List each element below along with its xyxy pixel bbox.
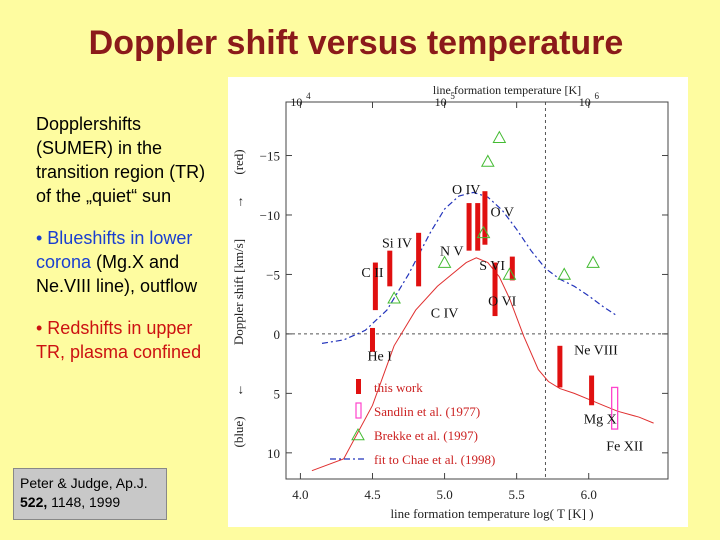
spectral-line-label: Mg X — [584, 412, 617, 427]
x-tick-label: 5.5 — [509, 487, 525, 502]
this-work-bar — [466, 203, 472, 251]
legend-label: fit to Chae et al. (1998) — [374, 452, 495, 467]
x-axis-label: line formation temperature log( T [K] ) — [390, 506, 593, 521]
chae-fit-curve — [321, 191, 618, 344]
this-work-bar — [557, 345, 563, 388]
this-work-bar — [509, 256, 515, 281]
citation-line1: Peter & Judge, Ap.J. — [20, 475, 148, 491]
spectral-line-label: Ne VIII — [574, 343, 618, 358]
this-work-bar — [416, 232, 422, 287]
y-tick-label: −10 — [260, 208, 280, 223]
x-tick-label: 5.0 — [436, 487, 452, 502]
top-tick-label: 10 — [579, 95, 591, 109]
brekke-point — [480, 154, 495, 167]
model-curve — [311, 257, 654, 472]
y-label-arrow-down: ← — [231, 384, 246, 397]
sandlin-bar — [611, 386, 619, 430]
spectral-line-label: C II — [361, 266, 384, 281]
legend-brekke-swatch — [351, 427, 365, 441]
spectral-line-label: O VI — [488, 295, 516, 310]
blueshift-detail: (Mg.X and Ne.VIII line), outflow — [36, 252, 198, 296]
this-work-bar — [372, 262, 378, 311]
top-tick-label: 10 — [435, 95, 447, 109]
intro-paragraph: Dopplershifts (SUMER) in the transition … — [36, 114, 206, 206]
spectral-line-label: O IV — [452, 183, 480, 198]
top-tick-exponent: 4 — [306, 91, 311, 101]
spectral-line-label: O V — [490, 205, 513, 220]
brekke-point — [557, 267, 572, 280]
plot-frame — [285, 101, 669, 480]
legend-label: Brekke et al. (1997) — [374, 428, 478, 443]
this-work-bar — [492, 262, 498, 317]
doppler-chart: 4.0 4.5 5.0 5.5 6.0 line formation temperatur… — [231, 83, 669, 521]
spectral-line-label: Fe XII — [606, 440, 643, 455]
redshift-bullet: • Redshifts in upper TR, plasma confined — [36, 318, 202, 362]
blueshift-bullet: • Blueshifts in lower corona (Mg.X and N… — [36, 226, 216, 298]
y-axis-label: Doppler shift [km/s] — [231, 239, 246, 345]
top-tick-exponent: 6 — [594, 91, 599, 101]
x-tick-label: 4.5 — [364, 487, 380, 502]
top-tick-label: 10 — [290, 95, 302, 109]
this-work-bar — [589, 375, 595, 406]
chart-panel: 4.0 4.5 5.0 5.5 6.0 line formation temperatur… — [228, 77, 688, 527]
spectral-line-label: S VI — [479, 259, 505, 274]
y-tick-label: −15 — [260, 149, 280, 164]
legend-this-work-swatch — [356, 379, 361, 394]
this-work-bar — [369, 327, 375, 352]
y-tick-label: 10 — [267, 446, 280, 461]
legend-label: Sandlin et al. (1977) — [374, 404, 480, 419]
bullet-text-panel: Dopplershifts (SUMER) in the transition … — [36, 112, 216, 382]
y-tick-label: −5 — [266, 267, 280, 282]
brekke-point — [492, 130, 507, 143]
this-work-bar — [475, 203, 481, 251]
spectral-line-label: N V — [440, 245, 463, 260]
brekke-point — [586, 255, 600, 268]
citation-pages: 1148, 1999 — [47, 494, 121, 510]
legend-label: this work — [374, 380, 423, 395]
blueshift-lead: • Blueshifts in lower corona — [36, 228, 193, 272]
brekke-point — [387, 291, 401, 304]
spectral-line-label: Si IV — [382, 236, 412, 251]
citation-volume: 522, — [20, 494, 48, 510]
y-label-arrow-up: → — [231, 196, 246, 209]
spectral-line-label: He I — [367, 349, 392, 364]
brekke-point — [476, 225, 491, 239]
y-tick-label: 0 — [274, 327, 281, 342]
this-work-bar — [387, 250, 393, 287]
brekke-point — [437, 255, 452, 268]
x-tick-label: 6.0 — [581, 487, 597, 502]
legend-sandlin-swatch — [355, 402, 362, 419]
slide-title: Doppler shift versus temperature — [88, 24, 624, 62]
y-tick-label: 5 — [274, 386, 281, 401]
brekke-point — [502, 267, 517, 280]
y-label-red: (red) — [231, 149, 246, 174]
x-tick-label: 4.0 — [292, 487, 308, 502]
y-label-blue: (blue) — [231, 416, 246, 447]
this-work-bar — [482, 191, 488, 245]
top-tick-exponent: 5 — [450, 91, 455, 101]
citation-box: Peter & Judge, Ap.J. 522, 1148, 1999 — [13, 468, 167, 520]
citation-line2: 522, 1148, 1999 — [20, 493, 160, 512]
top-axis-label: line formation temperature [K] — [433, 83, 581, 97]
spectral-line-label: C IV — [431, 307, 459, 322]
